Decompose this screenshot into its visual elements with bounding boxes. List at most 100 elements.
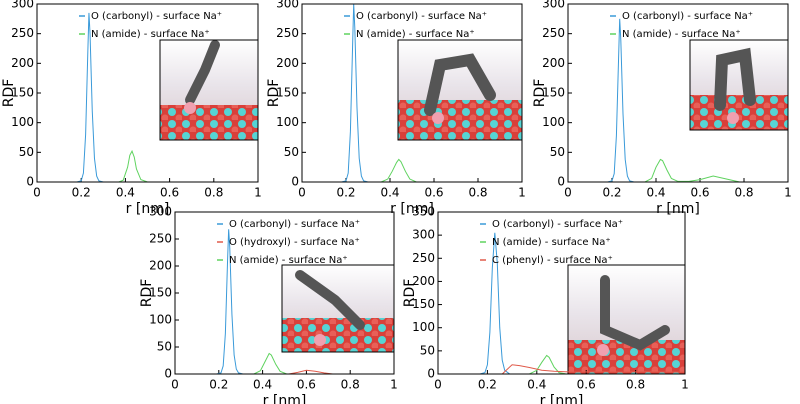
x-tick-label: 0.2 xyxy=(209,378,228,392)
x-tick-label: 0 xyxy=(33,186,41,200)
y-tick-label: 250 xyxy=(542,26,565,40)
y-tick-label: 150 xyxy=(11,86,34,100)
x-tick-label: 0.4 xyxy=(380,186,399,200)
legend-label: O (carbonyl) - surface Na⁺ xyxy=(492,219,623,230)
x-axis-label: r [nm] xyxy=(263,393,307,404)
x-tick-label: 0.2 xyxy=(72,186,91,200)
y-tick-label: 100 xyxy=(412,320,435,334)
x-tick-label: 0 xyxy=(298,186,306,200)
x-tick-label: 1 xyxy=(390,378,398,392)
y-tick-label: 200 xyxy=(11,56,34,70)
x-tick-label: 1 xyxy=(784,186,792,200)
rdf-line xyxy=(568,158,788,183)
y-tick-label: 100 xyxy=(276,115,299,129)
y-tick-label: 200 xyxy=(412,274,435,288)
y-tick-label: 50 xyxy=(420,343,435,357)
y-tick-label: 300 xyxy=(276,0,299,11)
y-tick-label: 0 xyxy=(557,175,565,189)
rdf-line xyxy=(37,149,258,183)
inset-4 xyxy=(281,264,395,353)
legend-label: O (carbonyl) - surface Na⁺ xyxy=(356,11,487,22)
rdf-line xyxy=(302,158,522,183)
y-axis-label: RDF xyxy=(266,79,282,108)
rdf-line xyxy=(175,352,394,375)
y-tick-label: 250 xyxy=(149,232,172,246)
x-tick-label: 0.6 xyxy=(297,378,316,392)
legend-label: N (amide) - surface Na⁺ xyxy=(229,255,348,266)
x-tick-label: 0 xyxy=(564,186,572,200)
x-tick-label: 0.4 xyxy=(253,378,272,392)
y-tick-label: 200 xyxy=(149,259,172,273)
inset-3 xyxy=(689,39,789,131)
rdf-line xyxy=(438,364,685,375)
y-tick-label: 150 xyxy=(276,86,299,100)
x-tick-label: 0 xyxy=(171,378,179,392)
y-tick-label: 200 xyxy=(542,56,565,70)
rdf-line xyxy=(37,12,258,183)
rdf-line xyxy=(438,232,685,375)
legend-label: N (amide) - surface Na⁺ xyxy=(356,29,475,40)
x-tick-label: 0 xyxy=(434,378,442,392)
legend-label: N (amide) - surface Na⁺ xyxy=(492,237,611,248)
x-tick-label: 0.8 xyxy=(468,186,487,200)
y-tick-label: 250 xyxy=(11,26,34,40)
legend-label: N (amide) - surface Na⁺ xyxy=(91,29,210,40)
inset-1 xyxy=(159,39,259,141)
x-tick-label: 0.4 xyxy=(527,378,546,392)
plot-frame xyxy=(437,211,686,375)
x-tick-label: 0.6 xyxy=(690,186,709,200)
y-axis-label: RDF xyxy=(1,79,17,108)
y-tick-label: 50 xyxy=(550,145,565,159)
x-tick-label: 0.8 xyxy=(204,186,223,200)
plot-frame xyxy=(567,3,789,183)
x-axis-label: r [nm] xyxy=(656,201,700,217)
y-tick-label: 0 xyxy=(427,367,435,381)
x-tick-label: 0.6 xyxy=(577,378,596,392)
x-tick-label: 0.8 xyxy=(341,378,360,392)
y-tick-label: 50 xyxy=(19,145,34,159)
y-tick-label: 300 xyxy=(11,0,34,11)
legend-label: O (carbonyl) - surface Na⁺ xyxy=(91,11,222,22)
x-axis-label: r [nm] xyxy=(390,201,434,217)
legend-label: C (phenyl) - surface Na⁺ xyxy=(492,255,613,266)
y-tick-label: 150 xyxy=(412,297,435,311)
y-tick-label: 300 xyxy=(149,205,172,219)
inset-5 xyxy=(567,264,686,375)
rdf-line xyxy=(438,354,685,375)
y-tick-label: 0 xyxy=(291,175,299,189)
inset-2 xyxy=(397,39,523,141)
x-tick-label: 1 xyxy=(518,186,526,200)
y-axis-label: RDF xyxy=(139,279,155,308)
legend-label: O (carbonyl) - surface Na⁺ xyxy=(229,219,360,230)
x-tick-label: 0.4 xyxy=(116,186,135,200)
y-axis-label: RDF xyxy=(532,79,548,108)
y-tick-label: 350 xyxy=(412,205,435,219)
x-tick-label: 1 xyxy=(254,186,262,200)
y-axis-label: RDF xyxy=(402,279,418,308)
y-tick-label: 150 xyxy=(149,286,172,300)
y-tick-label: 300 xyxy=(412,228,435,242)
rdf-line xyxy=(568,18,788,183)
x-tick-label: 0.8 xyxy=(734,186,753,200)
y-tick-label: 250 xyxy=(276,26,299,40)
legend-label: O (hydroxyl) - surface Na⁺ xyxy=(229,237,360,248)
x-tick-label: 0.2 xyxy=(336,186,355,200)
legend-label: O (carbonyl) - surface Na⁺ xyxy=(622,11,753,22)
legend-label: N (amide) - surface Na⁺ xyxy=(622,29,741,40)
y-tick-label: 0 xyxy=(164,367,172,381)
y-tick-label: 200 xyxy=(276,56,299,70)
y-tick-label: 100 xyxy=(542,115,565,129)
x-axis-label: r [nm] xyxy=(540,393,584,404)
plot-frame xyxy=(174,211,395,375)
x-tick-label: 0.2 xyxy=(602,186,621,200)
y-tick-label: 250 xyxy=(412,251,435,265)
x-tick-label: 0.6 xyxy=(160,186,179,200)
x-axis-label: r [nm] xyxy=(126,201,170,217)
y-tick-label: 50 xyxy=(284,145,299,159)
y-tick-label: 150 xyxy=(542,86,565,100)
x-tick-label: 0.4 xyxy=(646,186,665,200)
plot-frame xyxy=(301,3,523,183)
x-tick-label: 0.2 xyxy=(478,378,497,392)
x-tick-label: 0.8 xyxy=(626,378,645,392)
